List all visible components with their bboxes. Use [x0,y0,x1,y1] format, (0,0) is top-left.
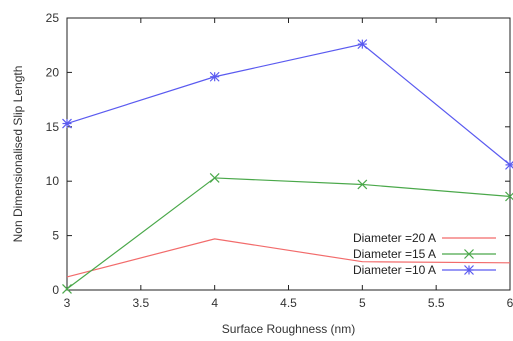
x-axis-label: Surface Roughness (nm) [222,322,355,336]
y-tick-label: 0 [52,283,59,297]
y-tick-label: 25 [46,11,60,25]
x-tick-label: 5 [359,296,366,310]
axes: 3 3.5 4 4.5 5 5.5 6 0 5 10 15 20 25 [46,11,513,310]
x-tick-label: 3 [64,296,71,310]
series-2 [63,173,513,293]
series-line [67,239,510,277]
series-layer [63,40,513,294]
x-tick-label: 4 [211,296,218,310]
y-tick-label: 10 [46,174,60,188]
legend: Diameter =20 A Diameter =15 A Diameter =10… [353,231,496,277]
x-tick-label: 6 [507,296,513,310]
series-1 [67,239,510,277]
legend-label: Diameter =10 A [353,263,436,277]
x-tick-label: 4.5 [280,296,297,310]
x-tick-label: 5.5 [428,296,445,310]
y-tick-label: 5 [52,229,59,243]
y-tick-label: 15 [46,120,60,134]
x-tick-label: 3.5 [132,296,149,310]
legend-label: Diameter =20 A [353,231,436,245]
y-axis-label: Non Dimensionalised Slip Length [11,66,25,243]
series-line [67,44,510,165]
series-line [67,178,510,289]
plot-area [67,18,510,290]
plot-frame [67,18,510,290]
series-3 [63,40,513,170]
legend-label: Diameter =15 A [353,247,436,261]
y-tick-label: 20 [46,65,60,79]
